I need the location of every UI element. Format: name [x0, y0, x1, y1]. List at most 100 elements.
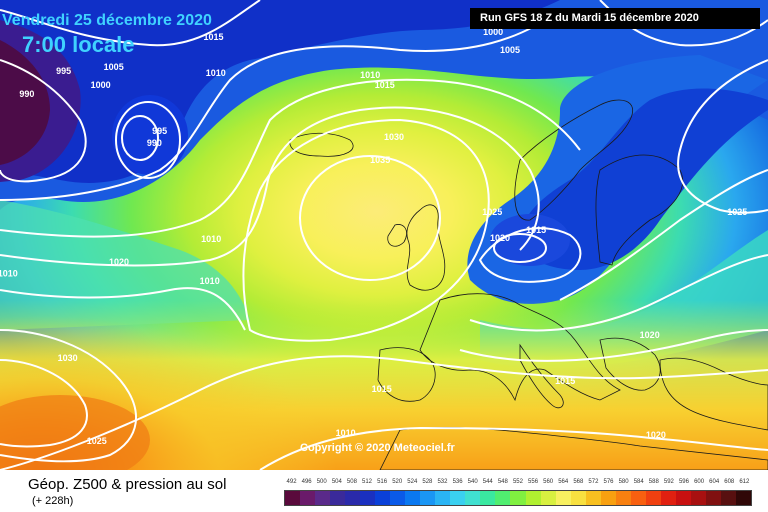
scale-swatch: [735, 491, 751, 505]
isobar-label: 1010: [360, 70, 380, 80]
cold-core-east: [520, 88, 768, 270]
isobar-label: 1015: [526, 225, 546, 235]
scale-label: 596: [678, 479, 689, 485]
scale-swatch: [630, 491, 646, 505]
isobar-label: 1010: [201, 234, 221, 244]
isobar-label: 1010: [0, 268, 18, 278]
scale-label: 544: [482, 479, 493, 485]
scale-swatch: [555, 491, 571, 505]
scale-label: 592: [663, 479, 674, 485]
isobar-label: 1005: [500, 45, 520, 55]
low-centre-west: [112, 95, 188, 175]
isobar-label: 1015: [203, 32, 223, 42]
scale-label: 520: [392, 479, 403, 485]
scale-label: 512: [362, 479, 373, 485]
polar-low-core: [0, 40, 50, 165]
legend-title: Géop. Z500 & pression au sol: [28, 476, 227, 493]
scale-label: 584: [633, 479, 644, 485]
scale-label: 492: [286, 479, 297, 485]
isobar-label: 1025: [482, 207, 502, 217]
color-scale-bar: [284, 490, 752, 506]
scale-swatch: [690, 491, 706, 505]
scale-label: 536: [452, 479, 463, 485]
scale-label: 528: [422, 479, 433, 485]
coastlines: [289, 99, 768, 470]
scale-label: 500: [316, 479, 327, 485]
scale-label: 548: [497, 479, 508, 485]
scale-swatch: [540, 491, 556, 505]
isobar-label: 1010: [206, 68, 226, 78]
scale-label: 608: [724, 479, 735, 485]
scale-swatch: [285, 491, 301, 505]
isobar-label: 1020: [640, 330, 660, 340]
scale-swatch: [435, 491, 451, 505]
scale-swatch: [570, 491, 586, 505]
scale-label: 564: [558, 479, 569, 485]
isobar-lines: [0, 0, 768, 470]
weather-map: 1015 1005 995 1000 1010 990 995 990 1000 1005 1010…: [0, 0, 768, 470]
scale-label: 556: [528, 479, 539, 485]
scale-label: 572: [588, 479, 599, 485]
scale-swatch: [360, 491, 376, 505]
scale-swatch: [405, 491, 421, 505]
isobar-label: 990: [147, 138, 162, 148]
scale-swatch: [300, 491, 316, 505]
legend-footer: Géop. Z500 & pression au sol (+ 228h) 49…: [0, 470, 768, 512]
isobar-label: 1010: [336, 428, 356, 438]
color-scale-labels: 492 496 500 504 508 512 516 520 524 528 532 536 540 5…: [284, 476, 752, 488]
scale-label: 600: [694, 479, 705, 485]
isobar-label: 1015: [375, 80, 395, 90]
scale-swatch: [315, 491, 331, 505]
scale-label: 532: [437, 479, 448, 485]
scale-label: 504: [331, 479, 342, 485]
isobar-labels: 1015 1005 995 1000 1010 990 995 990 1000 1005 1010…: [0, 27, 747, 446]
scale-swatch: [375, 491, 391, 505]
legend-forecast-hour: (+ 228h): [32, 495, 74, 507]
scale-label: 576: [603, 479, 614, 485]
scale-swatch: [330, 491, 346, 505]
isobar-label: 1025: [87, 436, 107, 446]
color-scale: 492 496 500 504 508 512 516 520 524 528 532 536 540 5…: [284, 476, 752, 506]
scale-label: 580: [618, 479, 629, 485]
scale-label: 552: [512, 479, 523, 485]
isobar-label: 990: [19, 89, 34, 99]
scale-swatch: [585, 491, 601, 505]
isobar-label: 1035: [370, 155, 390, 165]
scale-swatch: [450, 491, 466, 505]
isobar-label: 995: [152, 126, 167, 136]
forecast-time: 7:00 locale: [22, 32, 135, 57]
isobar-label: 1020: [109, 257, 129, 267]
isobar-label: 1020: [646, 430, 666, 440]
scale-swatch: [480, 491, 496, 505]
scale-label: 568: [573, 479, 584, 485]
isobar-label: 1020: [490, 233, 510, 243]
scale-swatch: [600, 491, 616, 505]
scale-label: 496: [301, 479, 312, 485]
isobar-label: 1030: [384, 132, 404, 142]
scale-label: 612: [739, 479, 750, 485]
isobar-label: 1015: [372, 384, 392, 394]
isobar-label: 1010: [200, 276, 220, 286]
low-centre-east: [490, 214, 570, 266]
scale-swatch: [345, 491, 361, 505]
warm-core-southwest: [0, 395, 150, 470]
isobar-label: 1000: [91, 80, 111, 90]
scale-label: 524: [407, 479, 418, 485]
isobar-label: 1025: [727, 207, 747, 217]
scale-swatch: [705, 491, 721, 505]
scale-swatch: [720, 491, 736, 505]
model-run-banner: Run GFS 18 Z du Mardi 15 décembre 2020: [470, 8, 760, 29]
isobar-label: 995: [56, 66, 71, 76]
scale-label: 508: [346, 479, 357, 485]
isobar-label: 1030: [58, 353, 78, 363]
scale-swatch: [675, 491, 691, 505]
scale-swatch: [660, 491, 676, 505]
scale-swatch: [390, 491, 406, 505]
scale-swatch: [465, 491, 481, 505]
scale-swatch: [495, 491, 511, 505]
scale-label: 588: [648, 479, 659, 485]
scale-swatch: [420, 491, 436, 505]
scale-label: 604: [709, 479, 720, 485]
copyright-notice: Copyright © 2020 Meteociel.fr: [300, 442, 455, 454]
